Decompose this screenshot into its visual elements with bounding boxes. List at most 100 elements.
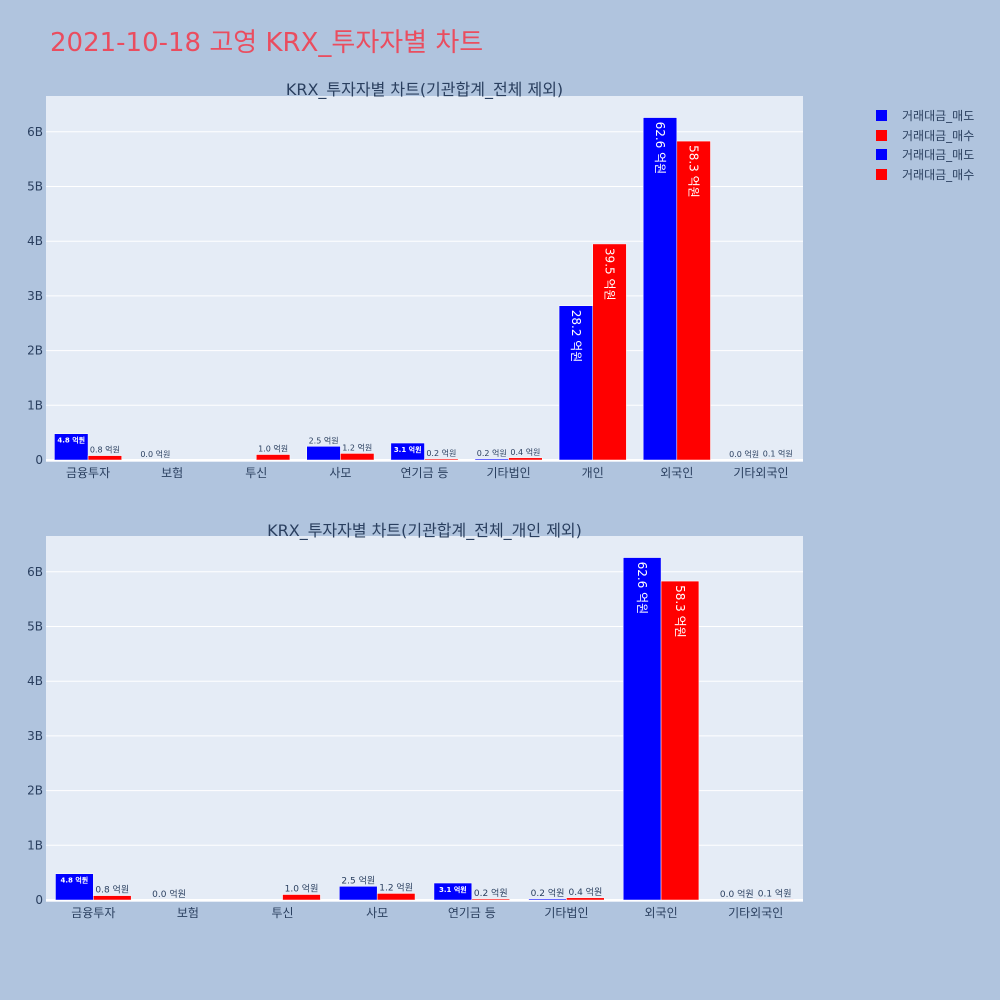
x-tick-label: 개인 xyxy=(582,466,604,480)
data-label: 0.2 억원 xyxy=(474,887,508,899)
bar xyxy=(390,442,425,461)
bar xyxy=(55,873,94,901)
data-label: 0.0 억원 xyxy=(152,888,186,900)
data-label: 1.2 억원 xyxy=(342,442,372,452)
bar xyxy=(424,458,459,461)
x-tick-label: 금융투자 xyxy=(66,466,110,480)
legend-swatch xyxy=(876,149,887,161)
y-tick-label: 2B xyxy=(27,784,43,798)
data-label: 3.1 억원 xyxy=(439,885,467,894)
bar xyxy=(474,458,509,461)
legend-item[interactable]: 거래대금_매수 xyxy=(876,126,996,146)
data-label: 0.1 억원 xyxy=(758,887,792,899)
x-tick-label: 기타법인 xyxy=(487,466,531,480)
y-tick-label: 5B xyxy=(27,620,43,634)
bar xyxy=(471,898,510,901)
legend-label: 거래대금_매수 xyxy=(902,167,975,182)
data-label: 58.3 억원 xyxy=(687,145,701,198)
legend-swatch xyxy=(876,129,887,141)
bar xyxy=(760,459,795,461)
data-label: 4.8 억원 xyxy=(57,436,85,445)
data-label: 1.2 억원 xyxy=(379,881,413,893)
bar xyxy=(622,557,662,901)
data-label: 0.0 억원 xyxy=(140,449,170,459)
bar xyxy=(339,886,378,901)
legend-label: 거래대금_매도 xyxy=(902,148,975,163)
x-tick-label: 외국인 xyxy=(645,906,678,920)
y-tick-label: 4B xyxy=(27,674,43,688)
chart-title: KRX_투자자별 차트(기관합계_전체_개인 제외) xyxy=(267,521,582,541)
bar xyxy=(340,453,375,461)
bar xyxy=(592,243,627,461)
data-label: 0.2 억원 xyxy=(531,887,565,899)
data-label: 62.6 억원 xyxy=(653,122,667,175)
legend-swatch xyxy=(876,110,887,122)
bar xyxy=(306,446,341,461)
data-label: 0.4 억원 xyxy=(510,447,540,457)
bar xyxy=(256,454,291,461)
data-label: 0.2 억원 xyxy=(477,448,507,458)
data-label: 62.6 억원 xyxy=(635,562,649,615)
y-tick-label: 6B xyxy=(27,125,43,139)
bar xyxy=(660,580,700,901)
bar xyxy=(642,117,678,461)
bar xyxy=(508,457,543,461)
data-label: 58.3 억원 xyxy=(673,585,687,638)
x-tick-label: 연기금 등 xyxy=(448,906,496,920)
data-label: 28.2 억원 xyxy=(569,310,583,363)
x-tick-label: 기타외국인 xyxy=(733,466,788,480)
legend-item[interactable]: 거래대금_매도 xyxy=(876,106,996,126)
data-label: 39.5 억원 xyxy=(603,248,617,301)
bar xyxy=(558,305,593,461)
chart-title: KRX_투자자별 차트(기관합계_전체 제외) xyxy=(286,80,563,100)
data-label: 2.5 억원 xyxy=(341,874,375,886)
bar xyxy=(755,899,794,901)
bar xyxy=(282,894,321,901)
x-tick-label: 금융투자 xyxy=(71,906,115,920)
data-label: 0.1 억원 xyxy=(763,448,793,458)
y-tick-label: 3B xyxy=(27,289,43,303)
x-tick-label: 기타외국인 xyxy=(728,906,783,920)
x-tick-label: 투신 xyxy=(272,906,294,920)
bar xyxy=(676,140,711,461)
x-tick-label: 사모 xyxy=(329,466,351,480)
x-tick-label: 투신 xyxy=(245,466,267,480)
legend-swatch xyxy=(876,168,887,180)
legend-label: 거래대금_매수 xyxy=(902,128,975,143)
x-tick-label: 연기금 등 xyxy=(401,466,449,480)
data-label: 0.8 억원 xyxy=(95,884,129,896)
bar xyxy=(376,893,416,901)
bar xyxy=(433,882,473,901)
data-label: 0.4 억원 xyxy=(568,886,602,898)
y-tick-label: 3B xyxy=(27,729,43,743)
x-tick-label: 보험 xyxy=(161,466,183,480)
x-tick-label: 사모 xyxy=(366,906,388,920)
y-tick-label: 4B xyxy=(27,234,43,248)
y-tick-label: 1B xyxy=(27,398,43,412)
y-tick-label: 6B xyxy=(27,565,43,579)
data-label: 0.0 억원 xyxy=(729,449,759,459)
data-label: 1.0 억원 xyxy=(258,444,288,454)
legend-item[interactable]: 거래대금_매수 xyxy=(876,165,996,185)
data-label: 1.0 억원 xyxy=(285,883,319,895)
bar xyxy=(93,895,132,901)
y-tick-label: 2B xyxy=(27,344,43,358)
x-tick-label: 외국인 xyxy=(660,466,693,480)
legend: 거래대금_매도 거래대금_매수 거래대금_매도 거래대금_매수 xyxy=(876,106,996,184)
legend-item[interactable]: 거래대금_매도 xyxy=(876,145,996,165)
x-tick-label: 기타법인 xyxy=(544,906,588,920)
bar xyxy=(566,897,605,901)
x-tick-label: 보험 xyxy=(177,906,199,920)
data-label: 0.8 억원 xyxy=(90,445,120,455)
legend-label: 거래대금_매도 xyxy=(902,109,975,124)
y-tick-label: 0 xyxy=(35,453,43,467)
data-label: 4.8 억원 xyxy=(61,876,89,885)
data-label: 2.5 억원 xyxy=(309,435,339,445)
bar xyxy=(528,898,567,901)
data-label: 3.1 억원 xyxy=(394,445,422,454)
data-label: 0.2 억원 xyxy=(426,448,456,458)
bar xyxy=(87,455,122,461)
y-tick-label: 1B xyxy=(27,838,43,852)
bar xyxy=(54,433,89,461)
